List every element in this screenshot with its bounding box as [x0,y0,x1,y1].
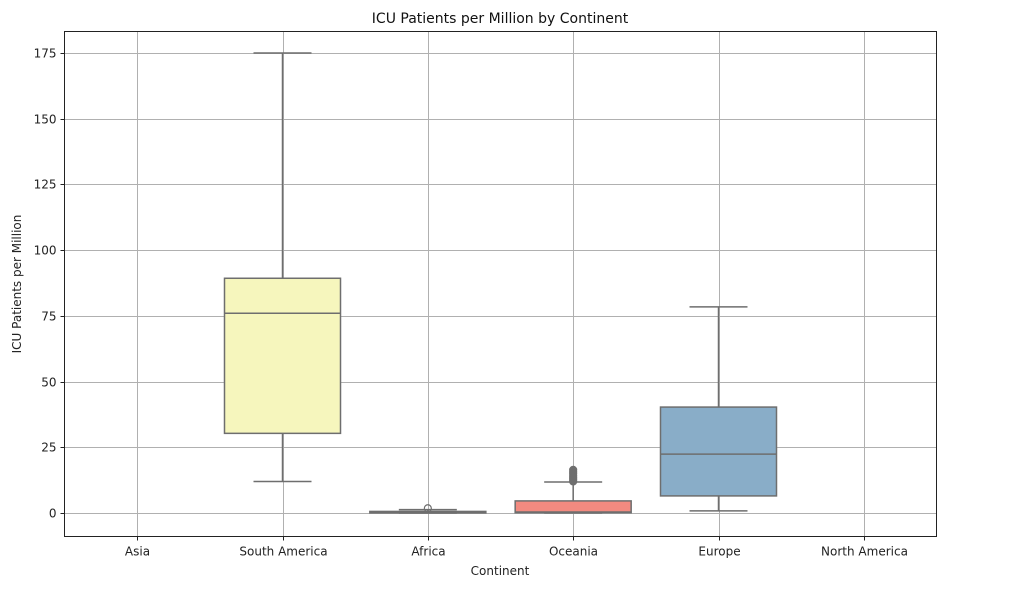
y-axis: 0 25 50 75 100 125 150 175 [34,47,65,521]
x-axis: Asia South America Africa Oceania Europe Nort… [125,536,908,559]
x-tick-label: Asia [125,545,150,559]
box-iqr [659,406,778,497]
y-tick-label: 125 [34,178,57,192]
boxes [223,52,778,514]
plot-frame [64,31,937,537]
box-africa [369,504,487,514]
box-europe [659,306,778,512]
box-iqr [223,277,342,435]
y-tick-label: 50 [41,376,56,390]
y-tick-label: 75 [41,310,56,324]
box-south-america [223,52,342,483]
y-axis-title: ICU Patients per Million [10,215,24,354]
box-oceania [514,465,632,514]
y-tick-label: 0 [49,507,57,521]
x-tick-label: North America [821,545,908,559]
outlier-point [423,504,432,513]
grid-lines [64,31,937,537]
outlier-point [569,465,578,474]
x-axis-title: Continent [471,564,530,578]
x-tick-label: Europe [698,545,740,559]
box-iqr [514,500,632,514]
chart-title: ICU Patients per Million by Continent [372,11,629,27]
x-tick-label: Oceania [549,545,598,559]
x-tick-label: Africa [411,545,445,559]
y-tick-label: 100 [34,244,57,258]
y-tick-label: 150 [34,113,57,127]
y-tick-label: 175 [34,47,57,61]
x-tick-label: South America [239,545,327,559]
y-tick-label: 25 [41,441,56,455]
